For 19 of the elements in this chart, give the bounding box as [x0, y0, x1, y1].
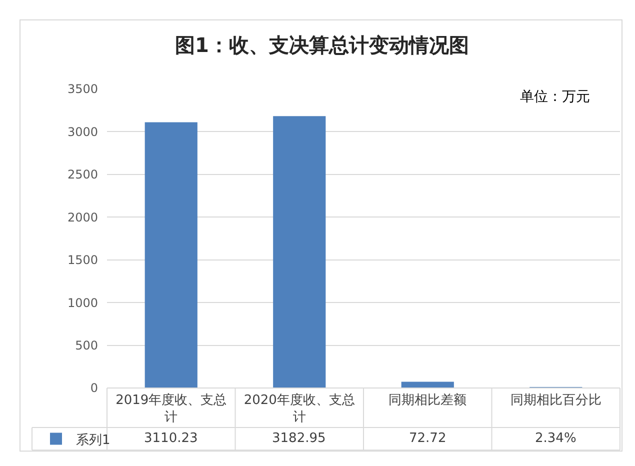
data-label: 72.72	[409, 431, 446, 446]
x-tick-label: 同期相比百分比	[510, 393, 602, 408]
y-tick-label: 500	[75, 338, 98, 352]
y-tick-label: 1000	[67, 296, 98, 310]
y-tick-label: 0	[90, 381, 98, 396]
y-tick-label: 2000	[67, 210, 98, 224]
y-tick-label: 1500	[67, 253, 98, 268]
legend-label: 系列1	[76, 432, 110, 448]
data-label: 3110.23	[144, 431, 198, 446]
x-tick-label: 2019年度收、支总计	[116, 392, 227, 425]
y-tick-label: 3000	[67, 124, 98, 139]
x-tick-label: 同期相比差额	[388, 393, 467, 408]
data-label: 2.34%	[535, 431, 576, 446]
y-tick-label: 2500	[67, 168, 98, 182]
data-label: 3182.95	[272, 431, 326, 446]
chart-title: 图1：收、支决算总计变动情况图	[175, 33, 469, 57]
y-tick-label: 3500	[67, 82, 98, 96]
annotation: 单位：万元	[520, 89, 590, 105]
x-tick-label: 2020年度收、支总计	[244, 392, 355, 425]
